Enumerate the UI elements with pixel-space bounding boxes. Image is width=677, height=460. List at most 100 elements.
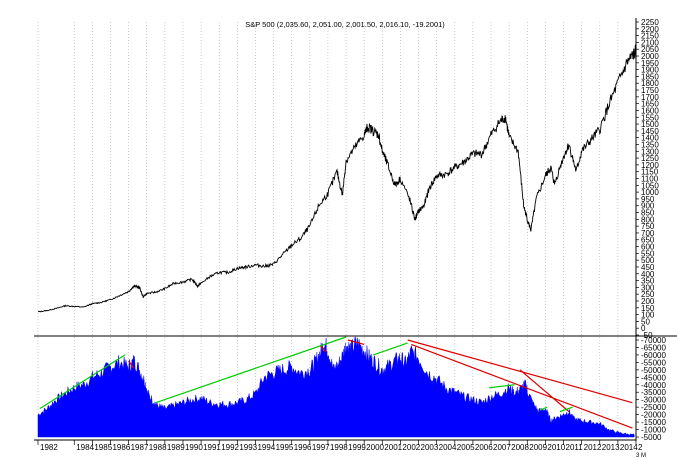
year-tick-label: 2013 bbox=[602, 443, 620, 452]
year-tick-label: 2008 bbox=[511, 443, 529, 452]
price-y-tick-label: 1550 bbox=[641, 113, 659, 122]
year-tick-label: 2001 bbox=[384, 443, 402, 452]
volume-y-tick-label: -30000 bbox=[641, 396, 666, 405]
price-y-tick-label: 300 bbox=[641, 283, 655, 292]
price-y-tick-label: 500 bbox=[641, 256, 655, 265]
price-y-tick-label: 800 bbox=[641, 215, 655, 224]
downtrend-line bbox=[347, 339, 365, 346]
year-tick-label: 2014 bbox=[620, 443, 638, 452]
year-tick-label: 1996 bbox=[294, 443, 312, 452]
price-y-tick-label: 950 bbox=[641, 195, 655, 204]
price-y-tick-label: 100 bbox=[641, 311, 655, 320]
year-tick-label: 1994 bbox=[257, 443, 275, 452]
volume-y-tick-label: -15000 bbox=[641, 418, 666, 427]
price-y-tick-label: 1850 bbox=[641, 72, 659, 81]
price-y-tick-label: -50 bbox=[641, 331, 653, 340]
price-y-tick-label: 1750 bbox=[641, 86, 659, 95]
volume-area bbox=[37, 336, 635, 438]
volume-y-tick-label: -35000 bbox=[641, 388, 666, 397]
volume-area-series bbox=[37, 336, 635, 438]
volume-y-axis: -70000-65000-60000-55000-50000-45000-400… bbox=[636, 336, 666, 442]
chart-title: S&P 500 (2,035.60, 2,051.00, 2,001.50, 2… bbox=[245, 20, 445, 29]
price-y-tick-label: 250 bbox=[641, 290, 655, 299]
price-y-tick-label: 750 bbox=[641, 222, 655, 231]
price-y-tick-label: 2150 bbox=[641, 32, 659, 41]
price-y-tick-label: 150 bbox=[641, 304, 655, 313]
price-y-tick-label: 2200 bbox=[641, 25, 659, 34]
trend-lines bbox=[39, 336, 633, 429]
year-tick-label: 2004 bbox=[439, 443, 457, 452]
price-y-tick-label: 1800 bbox=[641, 79, 659, 88]
volume-y-tick-label: -10000 bbox=[641, 426, 666, 435]
price-y-tick-label: 1200 bbox=[641, 161, 659, 170]
uptrend-line bbox=[489, 384, 515, 389]
year-tick-label: 1995 bbox=[276, 443, 294, 452]
price-y-axis: 2250220021502100205020001950190018501800… bbox=[636, 18, 659, 340]
price-y-tick-label: 2000 bbox=[641, 52, 659, 61]
year-tick-label: 1998 bbox=[330, 443, 348, 452]
price-y-tick-label: 1050 bbox=[641, 181, 659, 190]
price-y-tick-label: 1600 bbox=[641, 106, 659, 115]
price-y-tick-label: 900 bbox=[641, 202, 655, 211]
price-y-tick-label: 1700 bbox=[641, 93, 659, 102]
price-y-tick-label: 2100 bbox=[641, 38, 659, 47]
volume-y-tick-label: -50000 bbox=[641, 366, 666, 375]
year-tick-label: 2009 bbox=[529, 443, 547, 452]
year-tick-label: 2005 bbox=[457, 443, 475, 452]
uptrend-line bbox=[155, 336, 347, 404]
price-y-tick-label: 550 bbox=[641, 249, 655, 258]
price-y-tick-label: 1100 bbox=[641, 175, 659, 184]
year-tick-label: 2011 bbox=[566, 443, 584, 452]
price-y-tick-label: 600 bbox=[641, 243, 655, 252]
uptrend-line bbox=[39, 354, 126, 410]
year-tick-label: 1985 bbox=[94, 443, 112, 452]
price-y-tick-label: 1250 bbox=[641, 154, 659, 163]
price-line-group bbox=[38, 44, 637, 313]
price-y-tick-label: 1350 bbox=[641, 140, 659, 149]
price-y-tick-label: 1900 bbox=[641, 66, 659, 75]
year-tick-label: 1986 bbox=[112, 443, 130, 452]
year-tick-label: 1997 bbox=[312, 443, 330, 452]
year-tick-label: 1982 bbox=[40, 443, 58, 452]
year-tick-label: 2000 bbox=[366, 443, 384, 452]
price-y-tick-label: 850 bbox=[641, 209, 655, 218]
corner-label: 3 M bbox=[636, 453, 646, 459]
volume-y-tick-label: -20000 bbox=[641, 411, 666, 420]
volume-y-tick-label: -5000 bbox=[641, 433, 662, 442]
volume-y-tick-label: -40000 bbox=[641, 381, 666, 390]
year-tick-label: 2003 bbox=[421, 443, 439, 452]
price-y-tick-label: 1950 bbox=[641, 59, 659, 68]
price-y-tick-label: 1150 bbox=[641, 168, 659, 177]
volume-y-tick-label: -45000 bbox=[641, 373, 666, 382]
price-y-tick-label: 1500 bbox=[641, 120, 659, 129]
volume-y-tick-label: -70000 bbox=[641, 336, 666, 345]
price-y-tick-label: 700 bbox=[641, 229, 655, 238]
year-tick-label: 1989 bbox=[167, 443, 185, 452]
price-y-tick-label: 450 bbox=[641, 263, 655, 272]
price-y-tick-label: 1650 bbox=[641, 100, 659, 109]
year-tick-label: 1991 bbox=[203, 443, 221, 452]
year-x-axis: 1982 1984 1985 1986 1987 1988 1989 1990 1991 1992… bbox=[37, 440, 643, 452]
uptrend-line bbox=[373, 342, 408, 356]
year-tick-label: 1999 bbox=[348, 443, 366, 452]
year-tick-label: 1984 bbox=[76, 443, 94, 452]
volume-y-tick-label: -25000 bbox=[641, 403, 666, 412]
downtrend-line bbox=[519, 369, 570, 413]
uptrend-line bbox=[559, 406, 573, 413]
year-tick-label: 1993 bbox=[239, 443, 257, 452]
price-line bbox=[38, 44, 637, 313]
price-y-tick-label: 50 bbox=[641, 317, 650, 326]
downtrend-line bbox=[128, 360, 135, 369]
price-y-tick-label: 1000 bbox=[641, 188, 659, 197]
chart-frame bbox=[34, 18, 637, 441]
price-y-tick-label: 0 bbox=[641, 324, 646, 333]
price-y-tick-label: 200 bbox=[641, 297, 655, 306]
volume-y-tick-label: -65000 bbox=[641, 343, 666, 352]
volume-y-tick-label: -55000 bbox=[641, 358, 666, 367]
volume-y-tick-label: -60000 bbox=[641, 351, 666, 360]
price-y-tick-label: 650 bbox=[641, 236, 655, 245]
price-y-tick-label: 1450 bbox=[641, 127, 659, 136]
year-tick-label: 2002 bbox=[402, 443, 420, 452]
year-tick-label: 2 bbox=[638, 443, 643, 452]
